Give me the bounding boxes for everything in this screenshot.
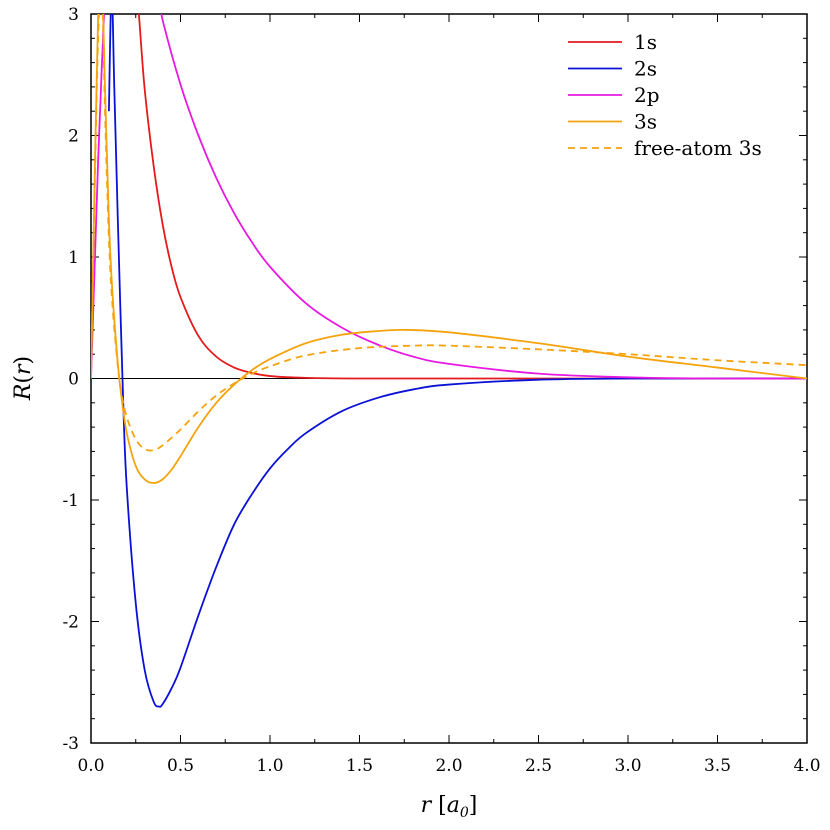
- x-axis-label-a: a: [447, 793, 460, 818]
- x-tick-label: 4.0: [793, 756, 820, 776]
- y-tick-label: -2: [62, 613, 79, 633]
- x-tick-label: 3.0: [614, 756, 641, 776]
- y-tick-label: 1: [68, 248, 79, 268]
- axis-ticks: 0.0 0.5 1.0 1.5 2.0 2.5 3.0 3.5 4.0 -3 -2 -1 0 1 2 3: [62, 5, 820, 776]
- x-tick-label: 2.5: [525, 756, 552, 776]
- legend-label: 3s: [634, 110, 657, 134]
- x-axis-label-r: r: [421, 793, 433, 818]
- series-line-2p: [91, 14, 807, 380]
- legend-label: 2s: [634, 57, 657, 81]
- legend-label: 2p: [634, 83, 660, 107]
- x-tick-label: 0.0: [77, 756, 104, 776]
- y-tick-label: -1: [62, 491, 79, 511]
- y-tick-label: -3: [62, 734, 79, 754]
- y-tick-label: 3: [68, 5, 79, 25]
- y-tick-label: 2: [68, 127, 79, 147]
- x-tick-label: 2.0: [435, 756, 462, 776]
- series-line-1s: [137, 14, 807, 380]
- series-layer: [91, 14, 807, 708]
- x-tick-label: 1.5: [346, 756, 373, 776]
- series-line-2s: [108, 14, 807, 708]
- y-tick-label: 0: [68, 370, 79, 390]
- x-tick-label: 3.5: [704, 756, 731, 776]
- y-axis-label: R(r): [11, 356, 36, 401]
- legend-label: 1s: [634, 30, 657, 54]
- series-line-free-atom-3s: [91, 14, 807, 452]
- x-axis-label: r [a0]: [421, 793, 478, 821]
- x-tick-label: 0.5: [167, 756, 194, 776]
- legend-label: free-atom 3s: [634, 136, 762, 160]
- series-line-3s: [91, 14, 807, 484]
- x-tick-label: 1.0: [256, 756, 283, 776]
